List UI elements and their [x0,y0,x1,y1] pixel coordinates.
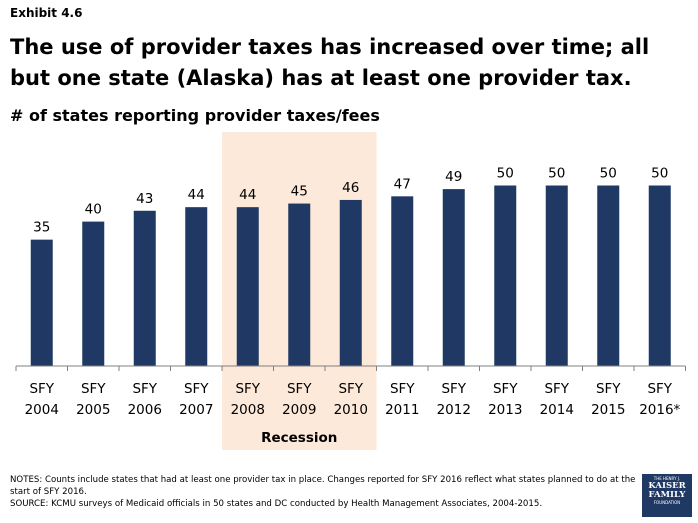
x-tick-label: SFY [493,381,518,397]
x-tick-label: SFY [338,381,363,397]
data-label: 35 [33,220,50,236]
exhibit-label: Exhibit 4.6 [10,6,83,20]
data-label: 50 [548,166,565,182]
x-tick-label: 2015 [591,402,625,418]
recession-label: Recession [261,430,337,446]
x-tick-label: 2007 [179,402,213,418]
bar [597,185,620,366]
data-label: 43 [136,191,153,207]
x-tick-label: 2010 [334,402,368,418]
logo-line-3: FAMILY [648,490,686,500]
data-label: 40 [85,202,102,218]
x-tick-label: SFY [441,381,466,397]
data-label: 49 [445,169,462,185]
x-tick-label: 2013 [488,402,522,418]
bar [494,185,517,366]
x-tick-label: SFY [81,381,106,397]
x-tick-label: SFY [132,381,157,397]
data-label: 47 [394,176,411,192]
data-label: 44 [188,187,205,203]
data-label: 45 [291,184,308,200]
logo-line-4: FOUNDATION [653,500,681,505]
notes-text: NOTES: Counts include states that had at… [10,475,636,497]
x-tick-label: SFY [29,381,54,397]
kff-logo: THE HENRY J. KAISER FAMILY FOUNDATION [642,474,692,517]
logo-line-2: KAISER [648,481,686,491]
bar [545,185,568,366]
x-tick-label: 2009 [282,402,316,418]
footnotes: NOTES: Counts include states that had at… [10,474,640,510]
bar [82,221,105,366]
bar [442,189,465,366]
x-tick-label: 2006 [128,402,162,418]
x-tick-label: SFY [184,381,209,397]
bar [288,203,311,366]
x-tick-label: SFY [544,381,569,397]
x-tick-label: 2004 [25,402,59,418]
x-tick-label: SFY [287,381,312,397]
x-tick-label: 2011 [385,402,419,418]
source-text: SOURCE: KCMU surveys of Medicaid officia… [10,499,543,509]
bar [133,210,156,366]
data-label: 46 [342,180,359,196]
logo-line-1: THE HENRY J. [653,476,681,481]
x-tick-label: 2012 [437,402,471,418]
bar [185,207,208,366]
bar [339,199,362,366]
data-label: 50 [497,166,514,182]
x-tick-label: 2005 [76,402,110,418]
bar [236,207,259,366]
bar [391,196,414,366]
x-tick-label: SFY [647,381,672,397]
data-label: 50 [600,166,617,182]
bar [30,239,53,366]
bar [648,185,671,366]
chart-subtitle: # of states reporting provider taxes/fee… [10,106,380,125]
x-tick-label: SFY [596,381,621,397]
chart-title: The use of provider taxes has increased … [10,35,650,90]
x-tick-label: SFY [235,381,260,397]
x-tick-label: 2016* [639,402,680,418]
data-label: 44 [239,187,256,203]
x-tick-label: SFY [390,381,415,397]
x-tick-label: 2008 [231,402,265,418]
data-label: 50 [651,166,668,182]
x-tick-label: 2014 [540,402,574,418]
